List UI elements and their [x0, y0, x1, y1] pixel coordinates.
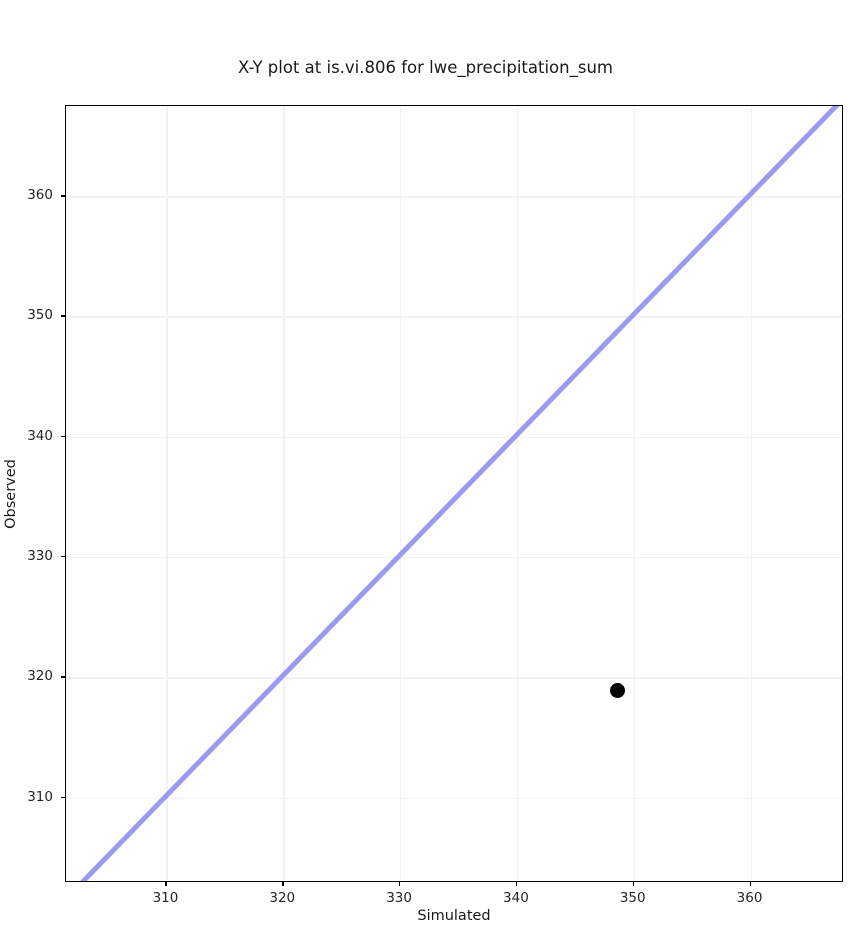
x-tick-mark: [282, 882, 284, 886]
gridline-vertical: [516, 106, 519, 881]
x-tick-label: 360: [736, 890, 763, 906]
y-tick-mark: [61, 796, 65, 798]
gridline-vertical: [633, 106, 636, 881]
y-tick-label: 330: [27, 548, 53, 565]
x-tick-mark: [632, 882, 635, 886]
y-tick-label: 350: [27, 307, 53, 324]
y-tick-label: 360: [27, 187, 53, 204]
gridline-horizontal: [66, 436, 842, 439]
plot-area: [65, 105, 843, 882]
x-axis-label: Simulated: [417, 908, 491, 924]
x-tick-mark: [165, 882, 167, 886]
x-tick-mark: [399, 882, 401, 886]
x-tick-label: 350: [619, 890, 646, 906]
gridline-vertical: [400, 106, 402, 881]
gridline-horizontal: [66, 196, 842, 198]
y-tick-label: 310: [27, 788, 53, 805]
gridline-vertical: [750, 106, 752, 881]
y-axis-label: Observed: [0, 105, 22, 882]
x-tick-mark: [749, 882, 751, 886]
x-tick-label: 340: [503, 890, 529, 906]
y-tick-mark: [61, 195, 65, 197]
gridline-horizontal: [66, 797, 842, 799]
y-tick-mark: [61, 676, 65, 678]
identity-line-stroke: [80, 106, 840, 881]
y-tick-label: 340: [27, 427, 53, 444]
y-tick-mark: [61, 315, 65, 317]
x-tick-label: 330: [386, 890, 412, 906]
gridline-vertical: [283, 106, 285, 881]
y-axis-label-text: Observed: [3, 458, 20, 529]
gridline-vertical: [166, 106, 168, 881]
gridline-horizontal: [66, 316, 842, 318]
gridline-horizontal: [66, 677, 842, 679]
x-tick-label: 310: [152, 890, 179, 906]
x-tick-mark: [515, 882, 518, 886]
y-tick-mark: [61, 435, 65, 438]
data-point: [609, 683, 625, 699]
x-tick-label: 320: [269, 890, 296, 906]
chart-title-line-1: X-Y plot at is.vi.806 for lwe_precipitat…: [238, 58, 613, 77]
identity-line: [80, 106, 840, 881]
gridline-horizontal: [66, 557, 842, 559]
y-tick-label: 320: [27, 668, 53, 685]
y-tick-mark: [61, 556, 65, 558]
